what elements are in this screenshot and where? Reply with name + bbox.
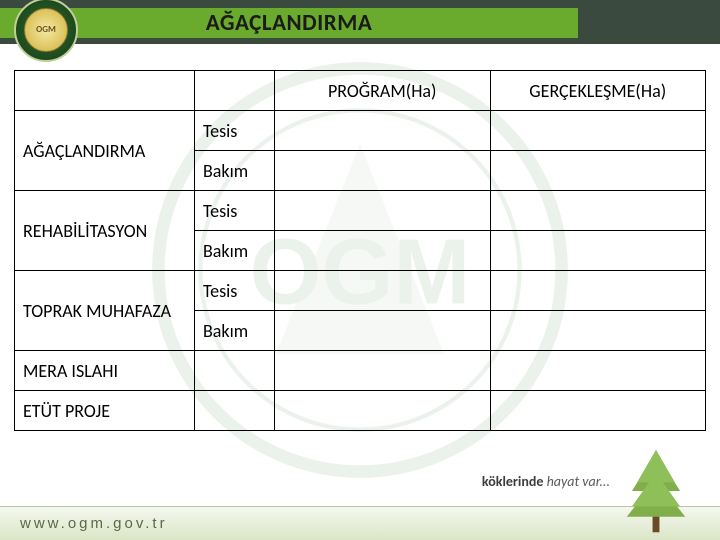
- cell: [490, 111, 706, 151]
- header-stripe-bottom: [0, 38, 720, 44]
- cell: [275, 271, 491, 311]
- tagline-rest: hayat var...: [543, 473, 610, 490]
- cell: [490, 351, 706, 391]
- tagline-bold: köklerinde: [482, 473, 544, 490]
- sub-label: Bakım: [195, 311, 275, 351]
- logo-text: OGM: [36, 26, 56, 33]
- cell: [275, 111, 491, 151]
- row-label-agaclandirma: AĞAÇLANDIRMA: [15, 111, 195, 191]
- slide-footer: köklerinde hayat var... www.ogm.gov.tr: [0, 460, 720, 540]
- footer-url: www.ogm.gov.tr: [20, 515, 168, 532]
- cell: [275, 311, 491, 351]
- col-actual: GERÇEKLEŞME(Ha): [490, 71, 706, 111]
- sub-label: Bakım: [195, 231, 275, 271]
- cell: [490, 391, 706, 431]
- sub-label: Tesis: [195, 271, 275, 311]
- sub-label: Tesis: [195, 111, 275, 151]
- header-title-bar: AĞAÇLANDIRMA: [0, 8, 578, 38]
- sub-label: Bakım: [195, 151, 275, 191]
- table-row: TOPRAK MUHAFAZA Tesis: [15, 271, 706, 311]
- cell: [195, 391, 275, 431]
- cell: [490, 191, 706, 231]
- cell: [275, 151, 491, 191]
- table-row: MERA ISLAHI: [15, 351, 706, 391]
- col-program: PROĞRAM(Ha): [275, 71, 491, 111]
- cell: [275, 231, 491, 271]
- header-right-block: [578, 8, 720, 38]
- table-row: ETÜT PROJE: [15, 391, 706, 431]
- cell: [275, 391, 491, 431]
- slide-header: AĞAÇLANDIRMA OGM: [0, 0, 720, 58]
- row-label-etut-proje: ETÜT PROJE: [15, 391, 195, 431]
- data-table-container: PROĞRAM(Ha) GERÇEKLEŞME(Ha) AĞAÇLANDIRMA…: [0, 58, 720, 431]
- table-row: AĞAÇLANDIRMA Tesis: [15, 111, 706, 151]
- page-title: AĞAÇLANDIRMA: [206, 9, 373, 37]
- row-label-mera-islahi: MERA ISLAHI: [15, 351, 195, 391]
- cell: [490, 271, 706, 311]
- cell: [195, 351, 275, 391]
- table-row: REHABİLİTASYON Tesis: [15, 191, 706, 231]
- sub-label: Tesis: [195, 191, 275, 231]
- row-label-rehabilitasyon: REHABİLİTASYON: [15, 191, 195, 271]
- header-stripe-top: [0, 0, 720, 8]
- cell: [490, 231, 706, 271]
- table-header-row: PROĞRAM(Ha) GERÇEKLEŞME(Ha): [15, 71, 706, 111]
- footer-tagline: köklerinde hayat var...: [482, 473, 610, 490]
- program-table: PROĞRAM(Ha) GERÇEKLEŞME(Ha) AĞAÇLANDIRMA…: [14, 70, 706, 431]
- col-blank-2: [195, 71, 275, 111]
- cell: [275, 351, 491, 391]
- cell: [490, 311, 706, 351]
- col-blank-1: [15, 71, 195, 111]
- ogm-logo-icon: OGM: [14, 0, 78, 62]
- row-label-toprak-muhafaza: TOPRAK MUHAFAZA: [15, 271, 195, 351]
- cell: [490, 151, 706, 191]
- pine-tree-icon: [612, 448, 700, 534]
- cell: [275, 191, 491, 231]
